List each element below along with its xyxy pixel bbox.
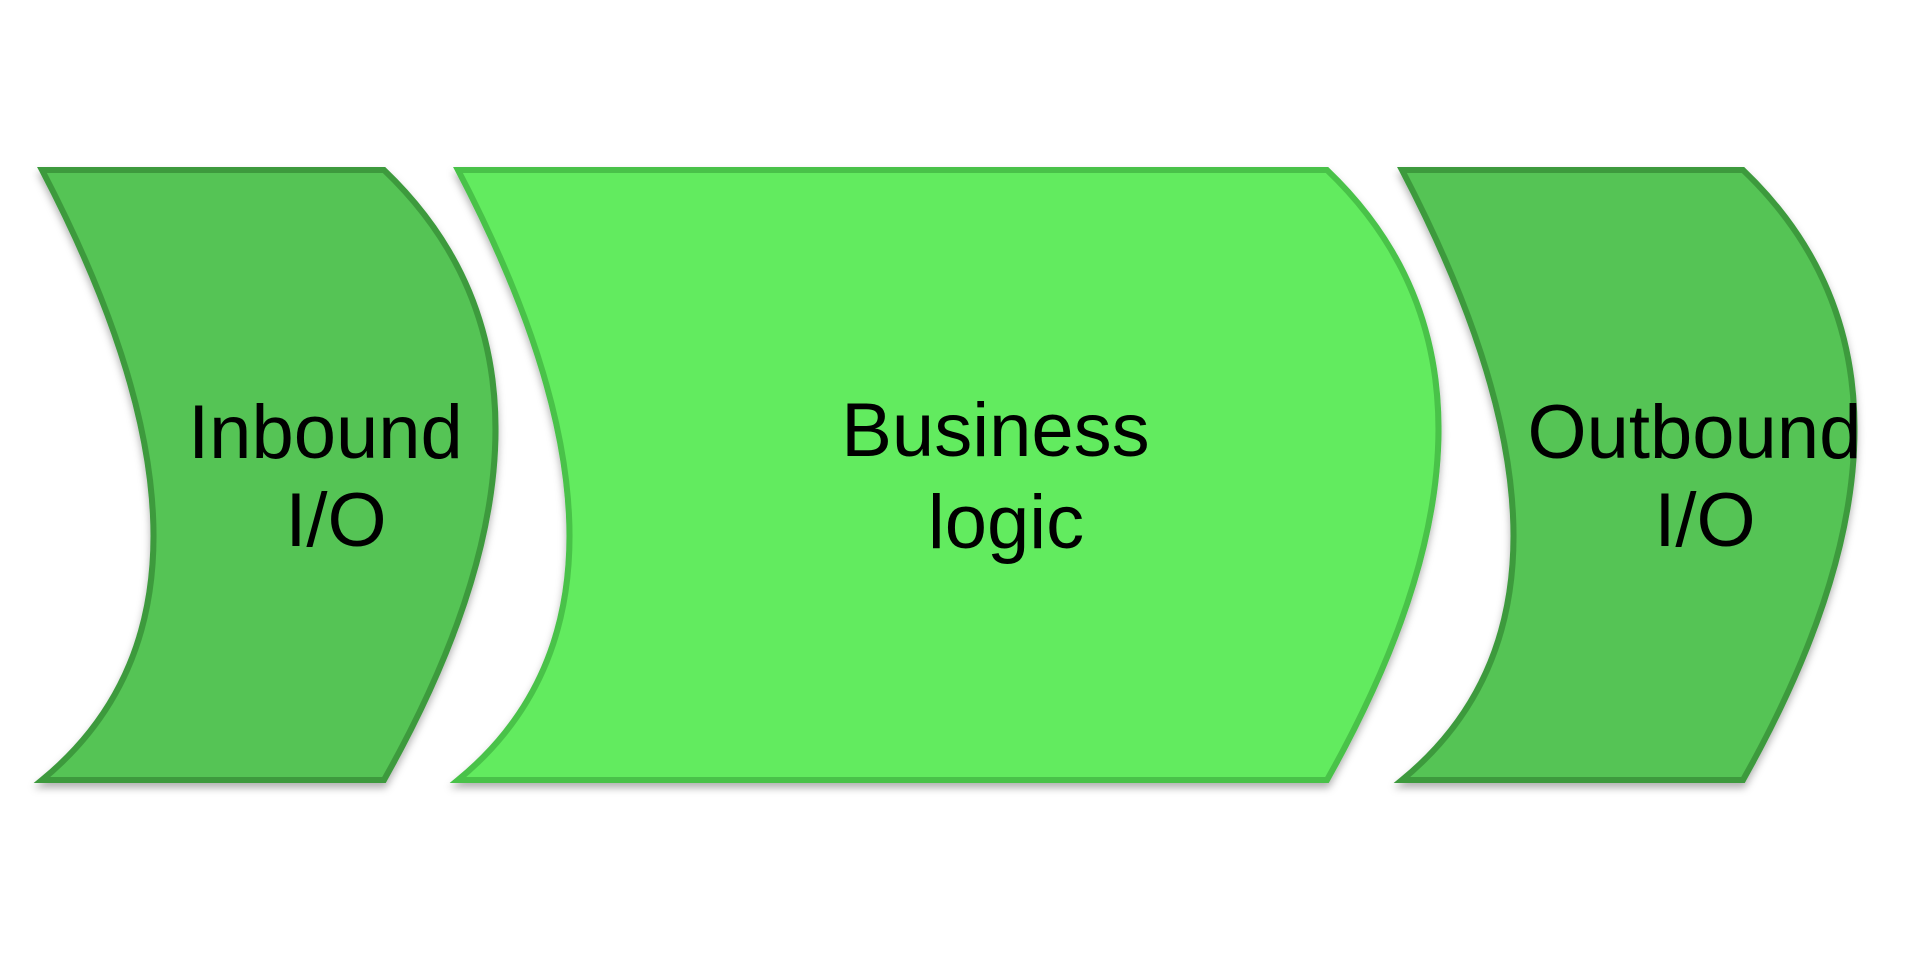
stage-outbound-line-1: Outbound — [1528, 390, 1862, 475]
stage-business-logic: Business logic — [449, 167, 1442, 783]
stage-business-line-1: Business — [841, 388, 1149, 473]
stage-business-line-2: logic — [928, 480, 1084, 565]
stage-outbound-line-2: I/O — [1654, 478, 1755, 563]
stage-inbound-io: Inbound I/O — [33, 167, 499, 783]
stage-outbound-label: Outbound I/O — [1528, 390, 1883, 563]
stage-inbound-line-2: I/O — [285, 478, 386, 563]
stage-outbound-io: Outbound I/O — [1393, 167, 1883, 783]
stage-inbound-line-1: Inbound — [188, 390, 463, 475]
stage-business-shape — [449, 167, 1442, 783]
stage-outbound-shape — [1393, 167, 1858, 783]
stage-business-label: Business logic — [841, 388, 1171, 565]
stage-inbound-label: Inbound I/O — [188, 390, 484, 563]
stage-inbound-shape — [33, 167, 499, 783]
